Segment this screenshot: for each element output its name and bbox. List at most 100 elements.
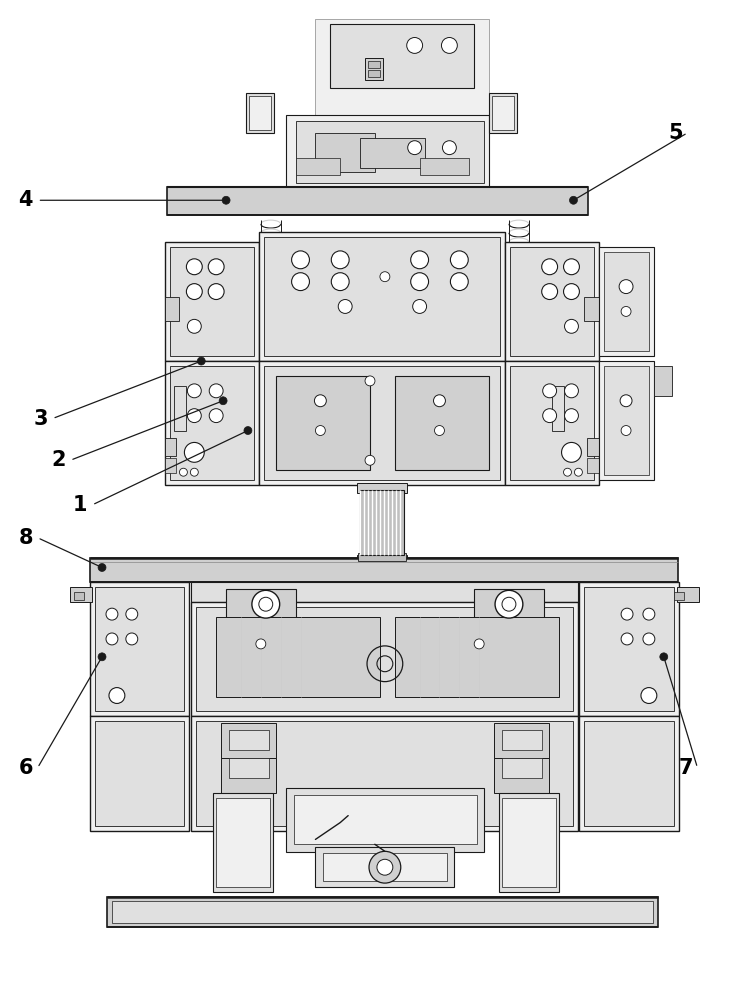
Bar (169, 247, 254, 356)
Text: 5: 5 (668, 123, 683, 143)
Bar (360, 490, 404, 555)
Circle shape (338, 300, 352, 313)
Bar (489, 93, 517, 133)
Circle shape (198, 357, 205, 365)
Circle shape (621, 633, 633, 645)
Circle shape (187, 409, 201, 423)
Circle shape (219, 397, 227, 405)
Bar (90, 582, 189, 716)
Circle shape (564, 259, 579, 275)
Circle shape (106, 608, 118, 620)
Bar (164, 297, 179, 321)
Circle shape (256, 639, 266, 649)
Bar (196, 607, 574, 711)
Circle shape (209, 384, 223, 398)
Circle shape (641, 688, 657, 703)
Text: 1: 1 (73, 495, 87, 515)
Bar (192, 716, 579, 830)
Bar (286, 788, 484, 852)
Circle shape (292, 273, 309, 291)
Circle shape (407, 37, 423, 53)
Bar (216, 798, 270, 887)
Bar (323, 853, 448, 881)
Bar (196, 721, 574, 826)
Circle shape (542, 409, 556, 423)
Circle shape (209, 409, 223, 423)
Circle shape (186, 259, 202, 275)
Circle shape (365, 455, 375, 465)
Circle shape (619, 280, 633, 294)
Bar (90, 716, 189, 830)
Bar (192, 602, 579, 716)
Bar (599, 361, 654, 480)
Circle shape (126, 633, 138, 645)
Circle shape (187, 384, 201, 398)
Circle shape (208, 259, 224, 275)
Circle shape (443, 141, 457, 155)
Circle shape (106, 633, 118, 645)
Circle shape (190, 468, 198, 476)
Bar (221, 758, 276, 793)
Circle shape (451, 273, 468, 291)
Bar (216, 617, 380, 697)
Bar (502, 798, 556, 887)
Circle shape (495, 590, 523, 618)
Bar (221, 723, 276, 758)
Bar (164, 458, 176, 473)
Circle shape (365, 376, 375, 386)
Bar (605, 366, 649, 475)
Circle shape (411, 273, 428, 291)
Bar (588, 458, 599, 473)
Circle shape (574, 468, 582, 476)
Circle shape (252, 590, 280, 618)
Bar (169, 366, 254, 480)
Bar (330, 24, 474, 88)
Bar (499, 793, 559, 892)
Bar (358, 553, 406, 561)
Bar (192, 582, 579, 602)
Circle shape (259, 597, 273, 611)
Bar (365, 58, 383, 80)
Bar (502, 758, 542, 778)
Circle shape (542, 384, 556, 398)
Bar (673, 592, 684, 600)
Bar (474, 589, 544, 619)
Bar (368, 61, 380, 68)
Bar (259, 232, 505, 361)
Bar (164, 438, 176, 456)
Circle shape (377, 859, 393, 875)
Circle shape (208, 284, 224, 300)
Circle shape (474, 639, 484, 649)
Bar (579, 716, 679, 830)
Circle shape (244, 427, 252, 434)
Circle shape (187, 319, 201, 333)
Circle shape (621, 306, 631, 316)
Text: 4: 4 (18, 190, 33, 210)
Circle shape (332, 251, 349, 269)
Circle shape (660, 653, 667, 661)
Bar (315, 133, 375, 172)
Bar (166, 187, 588, 215)
Circle shape (369, 851, 401, 883)
Bar (599, 247, 654, 356)
Circle shape (179, 468, 187, 476)
Bar (295, 158, 340, 175)
Bar (360, 138, 425, 168)
Bar (164, 242, 259, 361)
Bar (229, 730, 269, 750)
Bar (588, 438, 599, 456)
Bar (107, 897, 658, 927)
Circle shape (565, 409, 579, 423)
Circle shape (542, 259, 557, 275)
Circle shape (380, 272, 390, 282)
Bar (510, 366, 594, 480)
Circle shape (186, 284, 202, 300)
Circle shape (502, 597, 516, 611)
Bar (95, 721, 184, 826)
Bar (368, 70, 380, 77)
Circle shape (314, 395, 326, 407)
Bar (494, 723, 548, 758)
Bar (246, 93, 274, 133)
Circle shape (411, 251, 428, 269)
Text: 2: 2 (51, 450, 66, 470)
